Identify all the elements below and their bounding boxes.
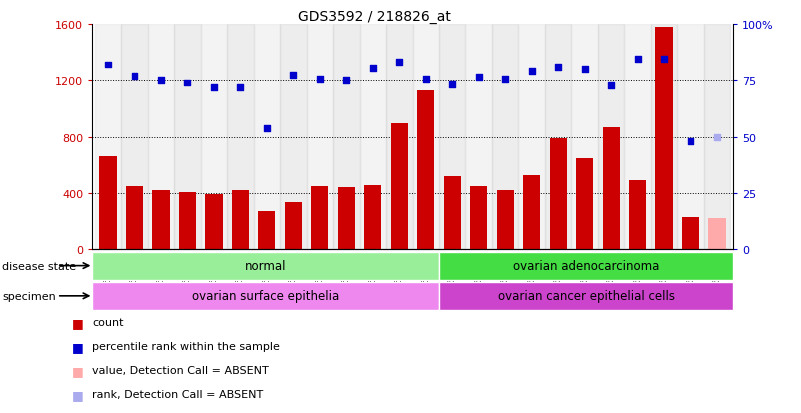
Bar bbox=[386, 25, 413, 250]
Bar bbox=[126, 187, 143, 250]
Bar bbox=[629, 181, 646, 250]
Text: ovarian surface epithelia: ovarian surface epithelia bbox=[192, 290, 340, 303]
Bar bbox=[598, 25, 624, 250]
Point bbox=[710, 134, 723, 141]
Bar bbox=[651, 25, 678, 250]
Point bbox=[181, 80, 194, 87]
Bar bbox=[307, 25, 333, 250]
Bar bbox=[147, 25, 174, 250]
Point bbox=[631, 56, 644, 63]
Bar bbox=[413, 25, 439, 250]
Bar bbox=[95, 25, 121, 250]
Bar bbox=[360, 25, 386, 250]
Bar bbox=[571, 25, 598, 250]
Text: ■: ■ bbox=[72, 340, 84, 353]
Bar bbox=[523, 175, 541, 250]
Point bbox=[313, 77, 326, 83]
Point bbox=[234, 85, 247, 91]
Title: GDS3592 / 218826_at: GDS3592 / 218826_at bbox=[298, 10, 450, 24]
Point bbox=[578, 66, 591, 73]
Bar bbox=[179, 192, 196, 250]
Text: ovarian cancer epithelial cells: ovarian cancer epithelial cells bbox=[497, 290, 674, 303]
Bar bbox=[708, 219, 726, 250]
Text: rank, Detection Call = ABSENT: rank, Detection Call = ABSENT bbox=[92, 389, 264, 399]
Point bbox=[525, 69, 538, 75]
Point bbox=[552, 64, 565, 71]
Bar bbox=[576, 159, 594, 250]
Point bbox=[207, 85, 220, 91]
Point bbox=[605, 82, 618, 89]
Point bbox=[446, 81, 459, 88]
Bar bbox=[227, 25, 254, 250]
Point bbox=[420, 77, 433, 83]
Bar bbox=[364, 185, 381, 250]
Point bbox=[658, 56, 670, 63]
Point bbox=[499, 77, 512, 83]
Point bbox=[340, 78, 352, 84]
Bar bbox=[333, 25, 360, 250]
Bar bbox=[655, 28, 673, 250]
Text: count: count bbox=[92, 318, 123, 328]
Bar bbox=[417, 91, 434, 250]
Bar bbox=[258, 212, 276, 250]
Bar bbox=[439, 252, 733, 280]
Bar bbox=[545, 25, 571, 250]
Text: ■: ■ bbox=[72, 364, 84, 377]
Point bbox=[684, 138, 697, 145]
Bar bbox=[624, 25, 651, 250]
Bar bbox=[99, 157, 117, 250]
Point bbox=[287, 72, 300, 79]
Bar bbox=[92, 252, 439, 280]
Bar bbox=[284, 202, 302, 250]
Text: normal: normal bbox=[245, 259, 287, 273]
Bar bbox=[152, 191, 170, 250]
Bar bbox=[121, 25, 147, 250]
Bar bbox=[338, 188, 355, 250]
Point bbox=[102, 62, 115, 69]
Bar bbox=[92, 282, 439, 310]
Bar bbox=[465, 25, 492, 250]
Bar bbox=[704, 25, 731, 250]
Bar bbox=[470, 187, 487, 250]
Bar bbox=[682, 218, 699, 250]
Text: ■: ■ bbox=[72, 388, 84, 401]
Text: disease state: disease state bbox=[2, 261, 77, 271]
Text: specimen: specimen bbox=[2, 291, 56, 301]
Bar bbox=[439, 282, 733, 310]
Bar bbox=[280, 25, 307, 250]
Text: value, Detection Call = ABSENT: value, Detection Call = ABSENT bbox=[92, 366, 269, 375]
Bar bbox=[678, 25, 704, 250]
Bar bbox=[439, 25, 465, 250]
Point bbox=[155, 78, 167, 84]
Bar bbox=[205, 195, 223, 250]
Point bbox=[260, 125, 273, 132]
Point bbox=[473, 74, 485, 81]
Bar bbox=[254, 25, 280, 250]
Point bbox=[392, 60, 405, 66]
Bar bbox=[518, 25, 545, 250]
Text: ■: ■ bbox=[72, 316, 84, 329]
Bar bbox=[497, 191, 513, 250]
Text: ovarian adenocarcinoma: ovarian adenocarcinoma bbox=[513, 259, 659, 273]
Point bbox=[128, 73, 141, 80]
Bar bbox=[312, 187, 328, 250]
Bar bbox=[201, 25, 227, 250]
Bar bbox=[602, 128, 620, 250]
Bar bbox=[492, 25, 518, 250]
Point bbox=[366, 65, 379, 72]
Bar bbox=[174, 25, 201, 250]
Bar bbox=[549, 139, 567, 250]
Bar bbox=[444, 177, 461, 250]
Text: percentile rank within the sample: percentile rank within the sample bbox=[92, 342, 280, 351]
Bar bbox=[391, 123, 408, 250]
Bar bbox=[231, 191, 249, 250]
